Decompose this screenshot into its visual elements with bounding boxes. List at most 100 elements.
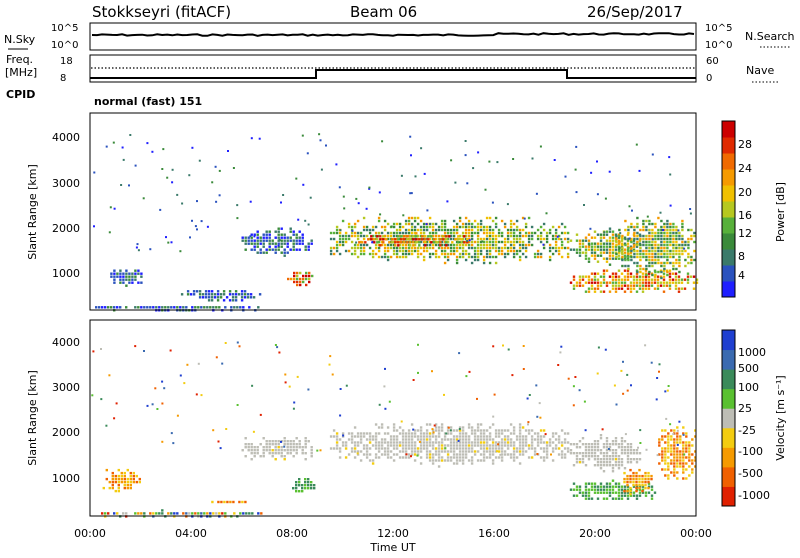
echo-cell: [645, 267, 648, 271]
echo-cell: [602, 272, 606, 275]
echo-cell: [158, 306, 161, 309]
echo-cell: [629, 248, 633, 251]
echo-cell: [313, 487, 316, 490]
echo-cell: [566, 240, 570, 244]
echo-cell: [647, 482, 651, 485]
echo-cell: [530, 435, 534, 438]
echo-cell: [280, 446, 283, 449]
echo-cell: [503, 255, 507, 259]
echo-cell: [257, 512, 260, 515]
echo-cell: [299, 277, 302, 281]
echo-cell: [167, 306, 170, 309]
echo-cell: [644, 471, 647, 475]
echo-cell: [446, 243, 450, 247]
echo-cell: [250, 458, 253, 461]
echo-cell: [617, 491, 621, 494]
echo-cell: [506, 447, 510, 450]
echo-cell: [301, 487, 304, 490]
echo-cell: [413, 216, 417, 220]
echo-cell: [445, 238, 448, 241]
echo-cell: [497, 228, 501, 232]
echo-cell: [113, 417, 116, 420]
echo-cell: [463, 235, 466, 238]
echo-cell: [673, 444, 676, 447]
echo-cell: [368, 435, 372, 438]
echo-cell: [515, 447, 519, 450]
echo-cell: [138, 480, 141, 484]
echo-cell: [134, 275, 137, 278]
echo-cell: [307, 484, 310, 487]
echo-cell: [476, 450, 480, 453]
echo-cell: [620, 242, 624, 245]
echo-cell: [688, 474, 691, 477]
echo-cell: [280, 242, 283, 245]
echo-cell: [289, 449, 292, 452]
echo-cell: [271, 449, 274, 452]
echo-cell: [482, 228, 486, 232]
echo-cell: [458, 255, 462, 259]
echo-cell: [482, 450, 486, 453]
echo-cell: [119, 269, 122, 272]
echo-cell: [443, 444, 447, 447]
echo-cell: [635, 474, 638, 478]
echo-cell: [458, 352, 461, 355]
xtick-2400: 00:00: [680, 527, 712, 540]
echo-cell: [241, 500, 244, 504]
echo-cell: [596, 372, 599, 375]
echo-cell: [449, 246, 453, 250]
echo-cell: [633, 234, 636, 238]
echo-cell: [274, 440, 277, 443]
echo-cell: [657, 246, 660, 250]
echo-cell: [389, 234, 393, 238]
echo-cell: [431, 243, 435, 247]
echo-cell: [654, 243, 657, 247]
echo-cell: [658, 363, 661, 366]
velocity-colorbar-swatch: [722, 388, 735, 409]
echo-cell: [491, 237, 495, 241]
echo-cell: [410, 228, 414, 232]
echo-cell: [292, 248, 295, 251]
echo-cell: [611, 470, 615, 473]
echo-cell: [644, 284, 648, 287]
echo-cell: [395, 435, 399, 438]
power-cbar-tick-24: 24: [738, 162, 752, 175]
echo-cell: [401, 240, 405, 244]
echo-cell: [590, 443, 594, 446]
echo-cell: [331, 373, 334, 376]
echo-cell: [222, 299, 226, 302]
echo-cell: [359, 459, 363, 462]
echo-cell: [461, 222, 465, 226]
echo-cell: [690, 258, 693, 262]
echo-cell: [536, 252, 540, 256]
echo-cell: [449, 459, 453, 462]
echo-cell: [680, 281, 684, 284]
echo-cell: [473, 231, 477, 235]
echo-cell: [283, 254, 286, 257]
echo-cell: [437, 246, 441, 250]
echo-cell: [443, 252, 447, 256]
echo-cell: [488, 231, 492, 235]
echo-cell: [449, 426, 453, 429]
echo-cell: [455, 429, 459, 432]
echo-cell: [108, 231, 111, 234]
echo-cell: [673, 474, 676, 477]
echo-cell: [428, 444, 432, 447]
echo-cell: [280, 227, 283, 230]
echo-cell: [392, 459, 396, 462]
echo-cell: [587, 494, 591, 497]
echo-cell: [419, 252, 423, 256]
echo-cell: [682, 447, 685, 450]
echo-cell: [473, 429, 477, 432]
echo-cell: [407, 441, 411, 444]
echo-cell: [488, 225, 492, 229]
echo-cell: [212, 306, 215, 309]
echo-cell: [452, 219, 456, 223]
echo-cell: [455, 255, 459, 259]
echo-cell: [338, 186, 341, 189]
echo-cell: [131, 281, 134, 284]
freq-panel-frame: [89, 54, 697, 83]
echo-cell: [638, 275, 642, 278]
echo-cell: [365, 207, 368, 210]
echo-cell: [685, 468, 688, 471]
echo-cell: [545, 234, 549, 238]
